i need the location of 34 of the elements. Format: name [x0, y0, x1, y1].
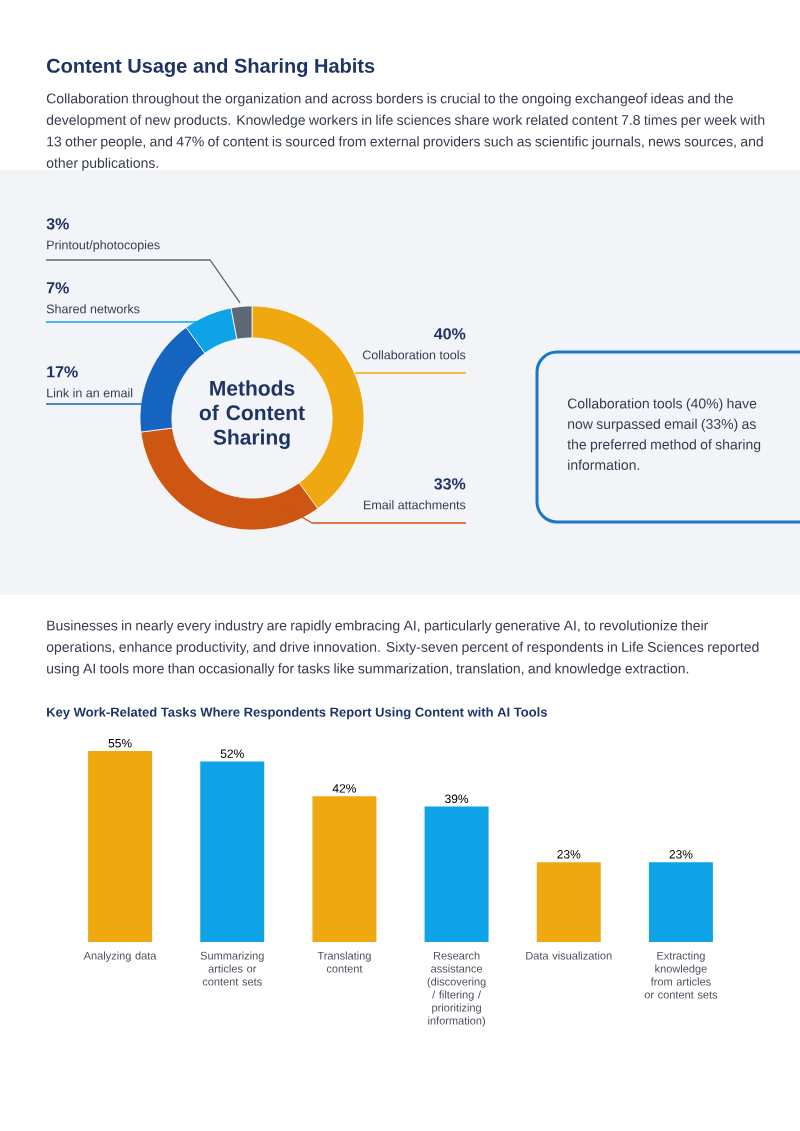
data-label: 23%	[669, 850, 693, 859]
chart-title: Key Work-Related Tasks Where Respondents Report Using Content with AI Tools	[47, 707, 547, 720]
slice-label: Collaboration tools	[362, 350, 466, 360]
data-label: 39%	[445, 794, 469, 804]
bar	[88, 751, 153, 942]
data-label: 3%	[46, 218, 69, 230]
text: Methods of Content Sharing	[199, 380, 305, 449]
bar	[648, 862, 713, 942]
data-label: 23%	[557, 850, 581, 859]
data-label: 7%	[46, 282, 69, 294]
bar	[200, 761, 265, 942]
slice-label: Link in an email	[47, 388, 133, 398]
data-label: 42%	[332, 784, 356, 793]
slice-label: Shared networks	[46, 304, 140, 314]
bar	[312, 796, 377, 942]
data-label: 52%	[220, 749, 244, 758]
data-label: 40%	[434, 328, 466, 340]
chart-subtitle: Collaboration throughout the organization and across borders is crucial to the ongoing exchangeof ideas and the development of new products. Knowledge workers in life sciences share work related content 7.8 times per week with 13 other people, and 47% of content is sourced from external providers such as scientific journals, news sources, and other publications.	[46, 93, 765, 171]
x-tick-label: Extracting knowledge from articles or content sets	[644, 951, 718, 999]
slice-label: Email attachments	[364, 500, 466, 510]
slice-label: Printout/photocopies	[47, 240, 160, 252]
data-label: 33%	[434, 478, 466, 490]
text: Collaboration tools (40%) have now surpassed email (33%) as the preferred method of sharing information.	[567, 398, 761, 470]
bar	[424, 806, 489, 942]
data-label: 55%	[108, 739, 132, 748]
x-tick-label: Data visualization	[526, 951, 612, 960]
data-label: 17%	[47, 366, 78, 378]
bar	[536, 862, 601, 942]
chart-subtitle: Businesses in nearly every industry are rapidly embracing AI, particularly generative AI, to revolutionize their operations, enhance productivity, and drive innovation. Sixty-seven percent of respondents in Life Sciences reported using AI tools more than occasionally for tasks like summarization, translation, and knowledge extraction.	[46, 620, 759, 677]
x-tick-label: Summarizing articles or content sets	[200, 951, 264, 986]
x-tick-label: Research assistance (discovering / filtering / prioritizing information)	[427, 951, 486, 1027]
x-tick-label: Analyzing data	[83, 951, 157, 962]
x-tick-label: Translating content	[317, 951, 371, 973]
chart-title: Content Usage and Sharing Habits	[47, 58, 375, 77]
